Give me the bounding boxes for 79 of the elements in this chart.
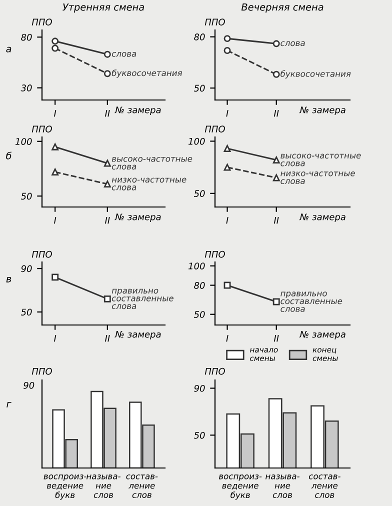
x-tick-label: II xyxy=(105,110,110,117)
x-tick-label: II xyxy=(105,217,110,224)
y-axis-title: ППО xyxy=(32,368,52,375)
point xyxy=(104,160,111,167)
series-label: правильно составленные слова xyxy=(280,292,342,312)
x-tick-label: состав- ление слов xyxy=(126,474,158,498)
chart-title: Утренняя смена xyxy=(62,3,144,13)
y-tick-label: 90 xyxy=(194,384,205,392)
point xyxy=(272,174,280,182)
x-tick-label: II xyxy=(274,217,279,224)
y-tick-label: 50 xyxy=(194,84,205,92)
y-tick-label: 50 xyxy=(194,432,205,439)
y-tick-label: 90 xyxy=(21,265,32,272)
text: а xyxy=(6,46,12,52)
point xyxy=(104,70,111,78)
point xyxy=(52,38,59,45)
x-tick-label: I xyxy=(226,110,228,117)
y-axis-title: ППО xyxy=(204,126,225,132)
x-tick-label: называ- ние слов xyxy=(266,474,300,498)
series-label: высоко-частотные слова xyxy=(112,157,192,170)
y-tick-label: 30 xyxy=(20,84,32,92)
point xyxy=(52,143,59,150)
x-axis-title: № замера xyxy=(299,330,346,340)
series-label: высоко-частотные слова xyxy=(280,154,361,166)
y-tick-label: 50 xyxy=(194,311,205,318)
x-tick-label: I xyxy=(54,217,56,224)
y-tick-label: 80 xyxy=(21,34,32,41)
y-tick-label: 80 xyxy=(194,282,205,289)
y-axis-title: ППО xyxy=(32,126,52,132)
x-tick-label: I xyxy=(226,217,228,224)
x-tick-label: I xyxy=(54,110,56,117)
x-tick-label: воспроиз- ведение букв xyxy=(218,474,262,500)
point xyxy=(272,70,280,78)
series-label: слова xyxy=(112,52,136,57)
point xyxy=(52,168,59,176)
y-tick-label: 100 xyxy=(15,138,32,145)
series-label: слова xyxy=(280,41,305,46)
x-tick-label: I xyxy=(226,335,228,342)
series-label: низко-частотные слова xyxy=(112,178,186,190)
chart-title: Вечерняя смена xyxy=(241,3,324,13)
y-tick-label: 50 xyxy=(20,192,32,200)
x-tick-label: II xyxy=(274,335,279,342)
y-axis-title: ППО xyxy=(204,368,225,375)
y-axis-title: ППО xyxy=(204,250,225,258)
point xyxy=(224,164,231,171)
point xyxy=(224,145,231,152)
x-tick-label: II xyxy=(274,110,279,117)
x-tick-label: состав- ление слов xyxy=(309,474,340,498)
point xyxy=(104,180,111,188)
x-axis-title: № замера xyxy=(299,214,346,222)
x-tick-label: воспроиз- ведение букв xyxy=(44,474,86,500)
y-axis-title: ППО xyxy=(204,18,225,26)
x-axis-title: № замера xyxy=(114,214,161,222)
point xyxy=(224,47,231,54)
text: в xyxy=(6,277,12,282)
series-label: правильно составленные слова xyxy=(112,288,174,310)
point xyxy=(224,35,231,42)
series-label: буквосочетания xyxy=(280,70,351,78)
x-tick-label: называ- ние слов xyxy=(86,474,120,498)
x-axis-title: № замера xyxy=(299,106,346,116)
x-axis-title: № замера xyxy=(114,330,161,340)
y-axis-title: ППО xyxy=(32,18,52,26)
y-tick-label: 100 xyxy=(188,262,205,270)
series-label: низко-частотные слова xyxy=(280,172,355,184)
x-tick-label: II xyxy=(105,335,110,342)
series-label: буквосочетания xyxy=(112,70,182,78)
y-tick-label: 80 xyxy=(194,34,205,40)
y-tick-label: 50 xyxy=(20,308,32,316)
text: г xyxy=(6,402,12,408)
y-tick-label: 100 xyxy=(188,138,205,145)
point xyxy=(272,40,280,48)
point xyxy=(52,44,59,52)
point xyxy=(104,50,111,58)
text: б xyxy=(6,152,12,160)
point xyxy=(272,156,280,164)
y-tick-label: 50 xyxy=(194,190,205,197)
x-axis-title: № замера xyxy=(114,106,161,116)
x-tick-label: I xyxy=(54,335,56,342)
y-axis-title: ППО xyxy=(32,250,52,258)
